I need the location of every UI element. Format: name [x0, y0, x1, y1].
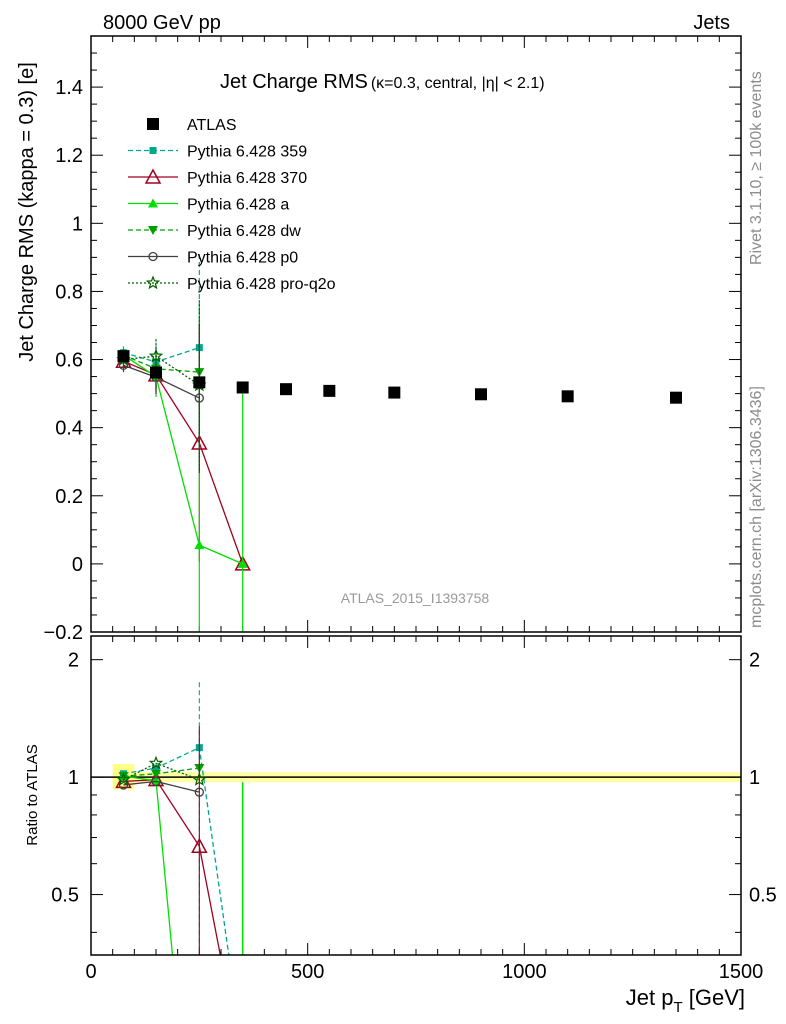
data-point	[388, 386, 401, 399]
ratio-line	[123, 775, 174, 955]
legend-item: Pythia 6.428 dw	[128, 223, 301, 240]
x-tick-label: 0	[85, 961, 96, 983]
legend-item: Pythia 6.428 359	[128, 144, 307, 161]
data-point	[280, 383, 292, 396]
legend-label: Pythia 6.428 359	[187, 144, 307, 161]
header-right: Jets	[693, 12, 730, 34]
data-point	[117, 350, 130, 363]
main-frame	[90, 35, 742, 633]
series-pythia-6-428-pro-q2o	[116, 299, 207, 471]
legend-marker	[149, 147, 157, 154]
ratio-point	[118, 772, 129, 782]
ratio-frame	[90, 635, 742, 956]
ratio-line	[123, 762, 200, 781]
ratio-point	[152, 764, 160, 772]
main-y-tick-label: 0.4	[55, 418, 83, 440]
legend-item: Pythia 6.428 pro-q2o	[128, 275, 336, 293]
y-axis-label: Jet Charge RMS (kappa = 0.3) [e]	[16, 62, 38, 362]
ratio-y-axis-label: Ratio to ATLAS	[24, 744, 41, 845]
ratio-point	[148, 755, 164, 770]
data-point	[148, 348, 164, 363]
main-series-area	[115, 252, 682, 632]
ratio-plot: 0.5 0.5 1 1 2 2 0 500 1000 1500	[51, 635, 777, 983]
ratio-y-tick-label-right: 0.5	[749, 885, 777, 907]
main-y-tick-label: 1.4	[55, 77, 83, 99]
legend-label: ATLAS	[187, 117, 237, 134]
data-point	[150, 366, 162, 379]
legend-label: Pythia 6.428 a	[187, 197, 289, 214]
ratio-line	[123, 746, 230, 955]
rivet-label: Rivet 3.1.10, ≥ 100k events	[748, 71, 765, 265]
series-pythia-6-428-a	[118, 348, 248, 632]
x-axis-label: Jet pT [GeV]	[626, 985, 745, 1016]
main-y-tick-label: −0.2	[44, 622, 83, 644]
series-pythia-6-428-370	[115, 323, 251, 571]
legend-marker	[148, 251, 158, 262]
main-y-tick-label: 1	[72, 213, 83, 235]
data-point	[323, 384, 336, 397]
legend-label: Pythia 6.428 pro-q2o	[187, 276, 336, 293]
main-y-tick-label: 0.8	[55, 281, 83, 303]
legend-marker	[147, 118, 159, 130]
x-tick-label: 1000	[502, 961, 547, 983]
main-y-tick-label: 0.6	[55, 350, 83, 372]
mcplots-label: mcplots.cern.ch [arXiv:1306.3436]	[748, 386, 765, 628]
legend-item: Pythia 6.428 p0	[128, 250, 298, 267]
legend-label: Pythia 6.428 p0	[187, 250, 298, 267]
ratio-y-tick-label-right: 1	[749, 767, 760, 789]
data-point	[237, 558, 248, 568]
legend-marker	[148, 226, 158, 235]
series-atlas	[117, 350, 682, 404]
data-point	[236, 381, 249, 394]
legend-marker	[148, 198, 158, 208]
main-y-tick-label: 1.2	[55, 145, 83, 167]
series-line	[123, 354, 243, 565]
legend-item: Pythia 6.428 a	[128, 197, 289, 214]
analysis-watermark: ATLAS_2015_I1393758	[341, 590, 490, 606]
ratio-line	[123, 780, 200, 793]
ratio-point	[151, 776, 161, 787]
ratio-point	[116, 772, 131, 786]
data-point	[193, 376, 206, 389]
legend-item: Pythia 6.428 370	[128, 168, 307, 187]
ratio-y-tick-label: 2	[68, 650, 79, 672]
ratio-point	[115, 772, 132, 789]
legend-marker	[144, 168, 162, 184]
ratio-point	[151, 769, 161, 779]
ratio-line	[123, 779, 221, 955]
x-tick-label: 1500	[719, 961, 764, 983]
main-plot: −0.2 0 0.2 0.4 0.6 0.8 1 1.2 1.4	[44, 35, 742, 644]
data-point	[475, 388, 487, 401]
ratio-y-tick-label-right: 2	[749, 650, 760, 672]
chart-title: Jet Charge RMS (κ=0.3, central, |η| < 2.1…	[220, 71, 545, 93]
ratio-y-tick-label: 1	[68, 767, 79, 789]
legend-item: ATLAS	[147, 117, 237, 134]
main-y-tick-label: 0.2	[55, 486, 83, 508]
data-point	[670, 391, 682, 404]
legend: ATLAS Pythia 6.428 359 Pythia 6.428 370 Pyt…	[128, 117, 336, 293]
ratio-y-tick-label: 0.5	[51, 885, 79, 907]
ratio-series-pythia-6-428-370	[115, 771, 221, 955]
data-point	[561, 390, 574, 403]
legend-label: Pythia 6.428 dw	[187, 223, 301, 240]
series-line	[123, 360, 244, 565]
ratio-series-pythia-6-428-a	[118, 771, 174, 955]
legend-marker	[145, 275, 161, 290]
main-y-tick-label: 0	[72, 554, 83, 576]
header-left: 8000 GeV pp	[103, 12, 221, 34]
data-point	[194, 540, 205, 550]
legend-label: Pythia 6.428 370	[187, 170, 307, 187]
x-tick-label: 500	[291, 961, 324, 983]
ratio-series-area	[91, 682, 741, 955]
series-line	[123, 355, 200, 386]
